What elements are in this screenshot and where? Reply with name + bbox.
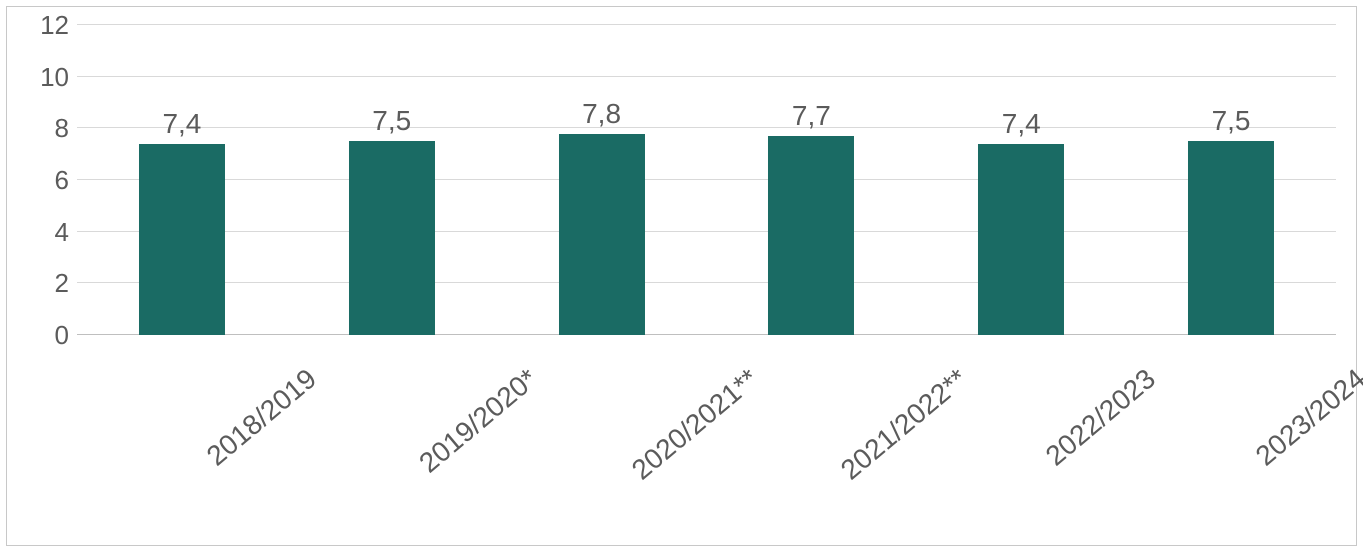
bars: 7,4 7,5 7,8 7,7 7,4 7,5 — [77, 25, 1336, 335]
bar-value-label: 7,5 — [1212, 107, 1251, 135]
y-axis: 0 2 4 6 8 10 12 — [27, 25, 77, 335]
bar — [559, 134, 645, 336]
x-axis-label: 2023/2024 — [1250, 363, 1363, 473]
y-tick-12: 12 — [40, 12, 69, 38]
x-label-slot: 2018/2019 — [77, 335, 287, 535]
x-label-slot: 2019/2020* — [287, 335, 497, 535]
grid-wrap: 7,4 7,5 7,8 7,7 7,4 7,5 — [77, 25, 1336, 335]
y-tick-10: 10 — [40, 64, 69, 90]
y-tick-0: 0 — [55, 322, 69, 348]
y-tick-6: 6 — [55, 167, 69, 193]
bar-value-label: 7,4 — [162, 110, 201, 138]
bar-slot: 7,4 — [77, 25, 287, 335]
y-tick-2: 2 — [55, 270, 69, 296]
bar-value-label: 7,7 — [792, 102, 831, 130]
bar — [768, 136, 854, 335]
bar-slot: 7,7 — [706, 25, 916, 335]
bar — [349, 141, 435, 335]
bar-value-label: 7,8 — [582, 100, 621, 128]
x-label-slot: 2023/2024 — [1126, 335, 1336, 535]
x-label-slot: 2022/2023 — [916, 335, 1126, 535]
bar-slot: 7,8 — [497, 25, 707, 335]
x-label-slot: 2020/2021** — [497, 335, 707, 535]
bar-value-label: 7,5 — [372, 107, 411, 135]
y-tick-8: 8 — [55, 115, 69, 141]
bar-slot: 7,5 — [1126, 25, 1336, 335]
bar-slot: 7,4 — [916, 25, 1126, 335]
chart-container: 0 2 4 6 8 10 12 7,4 7,5 7,8 7,7 7,4 7,5 2018/… — [6, 6, 1357, 546]
plot-area: 0 2 4 6 8 10 12 7,4 7,5 7,8 7,7 7,4 7,5 — [27, 25, 1336, 335]
bar-value-label: 7,4 — [1002, 110, 1041, 138]
bar — [978, 144, 1064, 335]
bar — [1188, 141, 1274, 335]
bar — [139, 144, 225, 335]
x-label-slot: 2021/2022** — [706, 335, 916, 535]
x-axis-labels: 2018/20192019/2020*2020/2021**2021/2022*… — [77, 335, 1336, 535]
y-tick-4: 4 — [55, 219, 69, 245]
bar-slot: 7,5 — [287, 25, 497, 335]
